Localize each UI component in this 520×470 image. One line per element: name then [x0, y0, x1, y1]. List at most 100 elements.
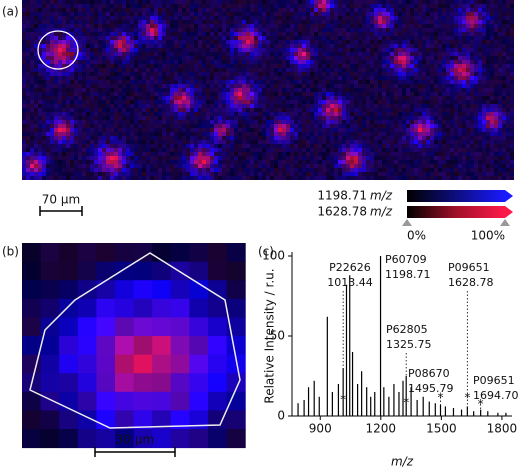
- pixel: [30, 68, 34, 72]
- pixel: [66, 40, 70, 44]
- pixel: [374, 0, 378, 4]
- pixel: [390, 144, 394, 148]
- pixel: [54, 44, 58, 48]
- pixel: [242, 156, 246, 160]
- pixel: [374, 4, 378, 8]
- pixel: [442, 12, 446, 16]
- pixel: [198, 120, 202, 124]
- pixel: [298, 44, 302, 48]
- pixel: [358, 136, 362, 140]
- pixel: [318, 124, 322, 128]
- pixel: [218, 4, 222, 8]
- pixel: [166, 72, 170, 76]
- pixel: [446, 100, 450, 104]
- pixel: [462, 8, 466, 12]
- pixel: [286, 96, 290, 100]
- pixel: [254, 48, 258, 52]
- pixel: [478, 44, 482, 48]
- pixel: [494, 60, 498, 64]
- pixel: [178, 108, 182, 112]
- pixel: [354, 92, 358, 96]
- pixel: [74, 52, 78, 56]
- pixel: [258, 16, 262, 20]
- pixel: [442, 136, 446, 140]
- pixel: [94, 140, 98, 144]
- pixel: [178, 148, 182, 152]
- pixel: [298, 56, 302, 60]
- pixel: [390, 60, 394, 64]
- pixel: [442, 16, 446, 20]
- pixel: [166, 28, 170, 32]
- pixel: [298, 136, 302, 140]
- pixel: [330, 8, 334, 12]
- pixel: [126, 108, 130, 112]
- pixel: [238, 0, 242, 4]
- pixel: [278, 116, 282, 120]
- pixel: [306, 104, 310, 108]
- pixel: [190, 144, 194, 148]
- pixel: [310, 76, 314, 80]
- pixel: [394, 32, 398, 36]
- pixel: [474, 124, 478, 128]
- pixel: [426, 88, 430, 92]
- pixel: [26, 16, 30, 20]
- pixel: [34, 156, 38, 160]
- pixel: [406, 136, 410, 140]
- pixel: [102, 68, 106, 72]
- pixel: [154, 136, 158, 140]
- pixel: [106, 108, 110, 112]
- pixel: [30, 152, 34, 156]
- pixel: [246, 112, 250, 116]
- pixel: [482, 60, 486, 64]
- pixel: [330, 80, 334, 84]
- pixel: [30, 156, 34, 160]
- pixel: [170, 60, 174, 64]
- pixel: [286, 76, 290, 80]
- pixel: [510, 124, 514, 128]
- pixel: [182, 152, 186, 156]
- pixel: [98, 144, 102, 148]
- pixel: [306, 148, 310, 152]
- pixel: [74, 36, 78, 40]
- pixel: [378, 88, 382, 92]
- pixel: [174, 132, 178, 136]
- pixel: [422, 76, 426, 80]
- pixel: [70, 56, 74, 60]
- pixel: [94, 40, 98, 44]
- pixel: [110, 148, 114, 152]
- pixel: [210, 156, 214, 160]
- pixel: [506, 32, 510, 36]
- pixel: [378, 0, 382, 4]
- pixel: [146, 160, 150, 164]
- pixel: [438, 72, 442, 76]
- pixel: [390, 84, 394, 88]
- pixel: [274, 132, 278, 136]
- pixel: [54, 52, 58, 56]
- pixel: [142, 112, 146, 116]
- pixel: [478, 24, 482, 28]
- pixel: [258, 76, 262, 80]
- pixel: [406, 12, 410, 16]
- pixel: [158, 12, 162, 16]
- pixel: [342, 92, 346, 96]
- pixel: [306, 32, 310, 36]
- pixel: [322, 76, 326, 80]
- pixel: [322, 64, 326, 68]
- pixel: [322, 16, 326, 20]
- pixel: [202, 104, 206, 108]
- pixel: [258, 72, 262, 76]
- pixel: [470, 56, 474, 60]
- pixel: [186, 72, 190, 76]
- pixel: [122, 36, 126, 40]
- pixel: [366, 40, 370, 44]
- pixel: [422, 144, 426, 148]
- pixel: [142, 148, 146, 152]
- pixel: [306, 92, 310, 96]
- pixel: [238, 44, 242, 48]
- pixel: [394, 120, 398, 124]
- pixel: [254, 32, 258, 36]
- pixel: [62, 48, 66, 52]
- pixel: [98, 40, 102, 44]
- pixel: [314, 100, 318, 104]
- pixel: [118, 140, 122, 144]
